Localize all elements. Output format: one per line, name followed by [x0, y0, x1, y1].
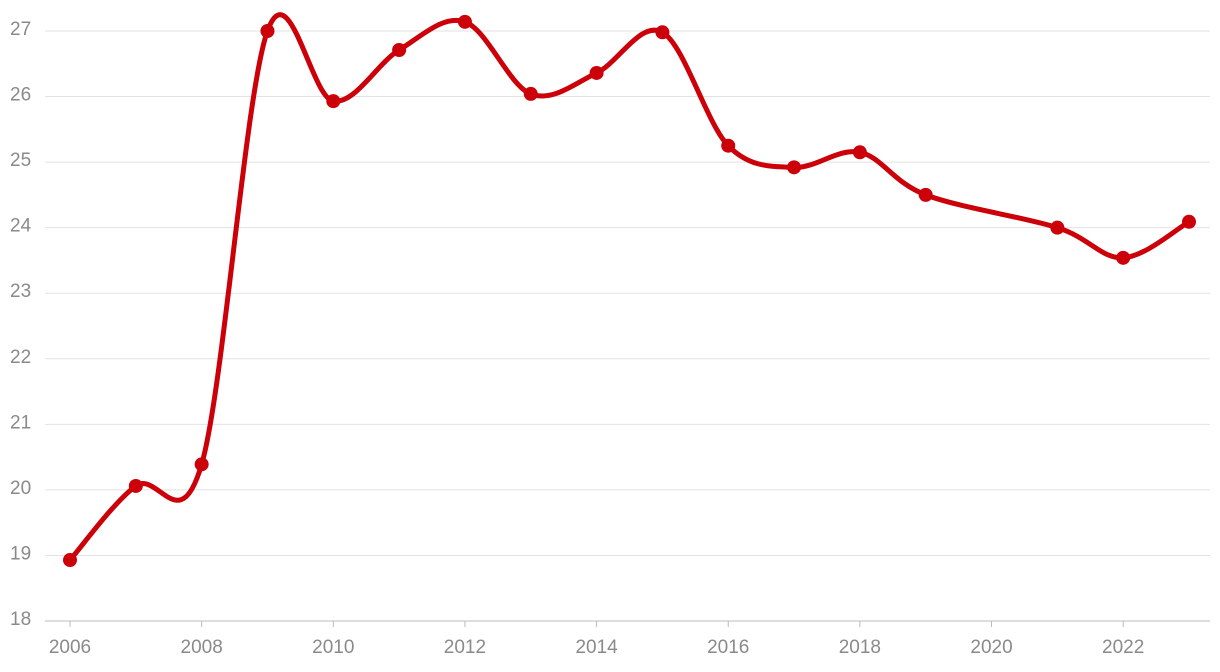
- point: [589, 65, 604, 80]
- point: [852, 145, 867, 160]
- point: [63, 553, 77, 568]
- y-tick-label: 27: [10, 19, 31, 40]
- y-tick-label: 23: [10, 281, 31, 302]
- x-tick-label: 2020: [970, 637, 1012, 658]
- point: [260, 24, 275, 38]
- point: [1182, 214, 1196, 229]
- point: [457, 14, 472, 29]
- point: [523, 86, 538, 101]
- point: [392, 43, 407, 58]
- point: [1116, 250, 1131, 265]
- y-tick-label: 18: [10, 609, 31, 630]
- point: [787, 160, 802, 175]
- x-tick-label: 2018: [839, 637, 881, 658]
- point: [326, 94, 341, 109]
- point: [194, 457, 209, 472]
- x-tick-label: 2014: [575, 637, 618, 658]
- y-tick-label: 21: [10, 412, 31, 433]
- x-tick-label: 2010: [312, 637, 354, 658]
- x-tick-label: 2016: [707, 637, 749, 658]
- y-tick-label: 20: [10, 478, 31, 499]
- x-tick-label: 2008: [181, 637, 223, 658]
- x-tick-label: 2012: [444, 637, 486, 658]
- point: [918, 187, 933, 202]
- y-tick-label: 26: [10, 85, 31, 106]
- y-tick-label: 22: [10, 347, 31, 368]
- x-tick-label: 2022: [1102, 637, 1144, 658]
- point: [128, 478, 143, 493]
- y-tick-label: 24: [10, 216, 32, 237]
- point: [721, 138, 736, 153]
- point: [655, 25, 670, 40]
- point: [1050, 220, 1065, 235]
- x-tick-label: 2006: [49, 637, 91, 658]
- y-tick-label: 19: [10, 543, 31, 564]
- y-tick-label: 25: [10, 150, 31, 171]
